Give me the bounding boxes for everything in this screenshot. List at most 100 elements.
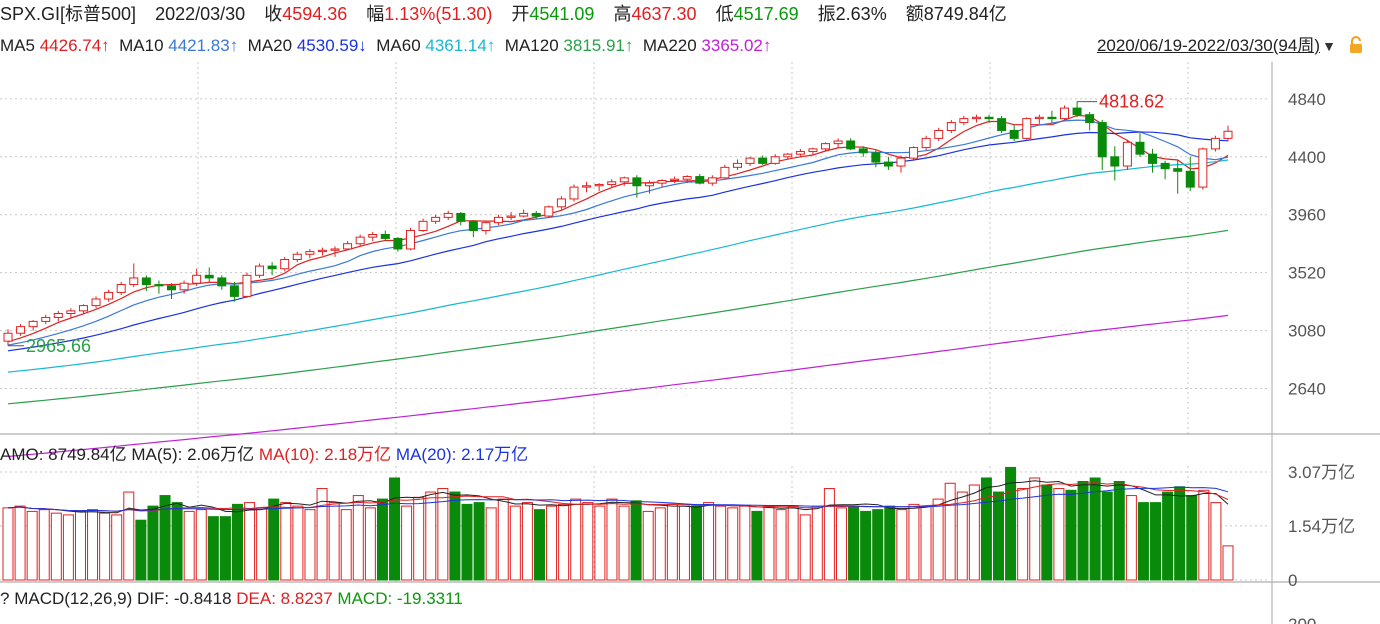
candle-body [154, 284, 164, 287]
candle-body [116, 284, 126, 293]
candle-body [1085, 114, 1095, 124]
candle-body [909, 147, 919, 159]
volume-bar [352, 495, 364, 581]
volume-bar [183, 510, 195, 581]
volume-bar [727, 507, 739, 581]
volume-bar [87, 509, 99, 581]
amo-value: AMO: 8749.84亿 [0, 445, 127, 464]
candle-body [330, 248, 340, 251]
candle-body [1034, 116, 1044, 120]
volume-bar [1198, 489, 1210, 581]
candle-body [481, 222, 491, 232]
candle-body [707, 177, 717, 184]
candle-body [292, 253, 302, 261]
volume-bar [811, 505, 823, 581]
macd-dif: DIF: -0.8418 [137, 589, 232, 608]
amo-ma5: MA(5): 2.06万亿 [131, 445, 255, 464]
amo-ma20-line [7, 486, 1229, 512]
candle-body [1009, 129, 1019, 139]
candle-body [317, 249, 327, 253]
volume-bar [461, 503, 473, 581]
candle-body [544, 206, 554, 217]
help-icon[interactable]: ? [0, 589, 10, 608]
candle-body [971, 116, 981, 120]
candle-body [1223, 130, 1233, 139]
volume-bar [207, 516, 219, 581]
close-label: 收 [264, 4, 283, 24]
candle-body [1135, 141, 1145, 155]
candle-body [305, 251, 315, 255]
candle-body [380, 233, 390, 239]
volume-bar [232, 503, 244, 581]
volume-bar [509, 505, 521, 581]
candle-body [129, 277, 139, 286]
ma60-label: MA60 [376, 36, 421, 55]
candle-body [405, 230, 415, 250]
volume-bar [26, 510, 38, 581]
symbol-name[interactable]: SPX.GI[标普500] [0, 4, 137, 24]
volume-bar [944, 482, 956, 581]
price-tick-label: 3960 [1288, 206, 1326, 225]
volume-bar [376, 498, 388, 581]
candle-body [217, 277, 227, 287]
price-tick-label: 4400 [1288, 148, 1326, 167]
volume-bar [268, 498, 280, 581]
amo-ma5-line [7, 480, 1229, 514]
candle-body [355, 236, 365, 245]
candle-body [657, 180, 667, 184]
triangle-down-icon[interactable]: ▼ [1322, 38, 1336, 54]
ma220-label: MA220 [642, 36, 697, 55]
ma120-label: MA120 [504, 36, 559, 55]
price-tick-label: 3520 [1288, 264, 1326, 283]
open-value: 4541.09 [529, 4, 595, 24]
axis-labels: 4840 4400 3960 3520 3080 2640 4818.62 2965.66 3.… [8, 90, 1355, 624]
candle-body [104, 291, 114, 300]
macd-tick-label: 200 [1288, 615, 1316, 624]
volume-bar [1065, 489, 1077, 581]
date-range[interactable]: 2020/06/19-2022/03/30(94周) [1096, 36, 1320, 55]
volume-bar [594, 505, 606, 581]
candle-body [582, 185, 592, 188]
high-label: 高 [613, 4, 632, 24]
candle-body [670, 178, 680, 182]
volume-bar [364, 507, 376, 581]
volume-bar [50, 512, 62, 581]
volume-bar [171, 502, 183, 581]
candle-body [745, 157, 755, 164]
candle-body [959, 118, 969, 124]
volume-bar [244, 502, 256, 581]
candle-body [1097, 122, 1107, 158]
volume-bar [1077, 480, 1089, 581]
ma60-line [7, 159, 1229, 373]
volume-bar [860, 510, 872, 581]
candle-body [758, 157, 768, 164]
volume-bar [787, 505, 799, 581]
volume-bar [304, 509, 316, 581]
candle-body [1210, 137, 1220, 150]
volume-bar [642, 510, 654, 581]
volume-bar [473, 502, 485, 581]
candle-body [28, 320, 38, 328]
quote-header: SPX.GI[标普500] 2022/03/30 收4594.36 幅1.13%… [0, 2, 1007, 26]
candle-body [179, 282, 189, 291]
volume-bar [896, 509, 908, 581]
volume-bar [799, 514, 811, 581]
candle-body [858, 148, 868, 154]
price-tick-label: 4840 [1288, 90, 1326, 109]
low-label: 低 [715, 4, 734, 24]
volume-bar [1017, 488, 1029, 581]
volume-tick-label: 0 [1288, 571, 1297, 590]
candle-body [682, 176, 692, 180]
volume-bar [763, 505, 775, 581]
volume-bar [521, 502, 533, 581]
candle-body [644, 182, 654, 187]
lock-icon[interactable] [1348, 36, 1364, 54]
ma5-line [7, 114, 1229, 343]
volume-bar [1150, 502, 1162, 581]
candle-body [594, 183, 604, 187]
volume-bar [835, 507, 847, 581]
candle-body [494, 216, 504, 224]
volume-bar [123, 491, 135, 581]
volume-bar [449, 491, 461, 581]
